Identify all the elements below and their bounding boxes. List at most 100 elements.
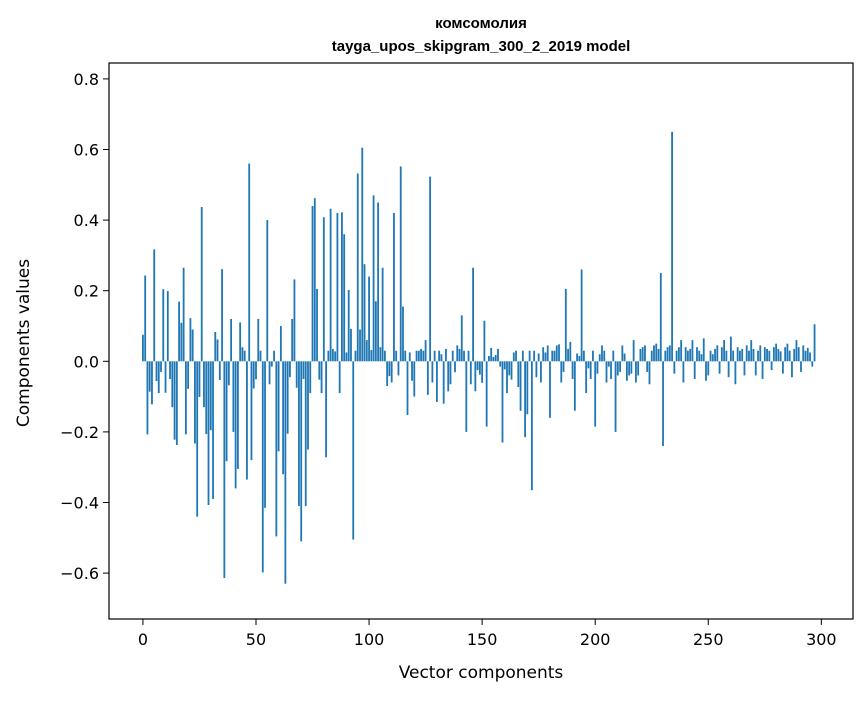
bar bbox=[779, 351, 782, 362]
bar bbox=[573, 361, 576, 411]
bar bbox=[537, 353, 540, 362]
bar bbox=[569, 341, 572, 362]
bar bbox=[476, 361, 479, 371]
bar bbox=[610, 361, 612, 379]
bar bbox=[433, 350, 436, 362]
bar bbox=[696, 347, 698, 362]
bar bbox=[216, 339, 219, 362]
bar bbox=[675, 350, 678, 362]
bar bbox=[616, 361, 619, 376]
bar bbox=[279, 326, 282, 362]
bar bbox=[632, 340, 635, 362]
bar bbox=[508, 361, 511, 376]
bar bbox=[415, 350, 418, 362]
bar bbox=[227, 361, 230, 386]
x-tick-label: 0 bbox=[138, 630, 148, 649]
bar bbox=[381, 267, 384, 362]
bar bbox=[499, 361, 502, 367]
bar bbox=[533, 350, 536, 362]
bar bbox=[589, 361, 592, 379]
bar bbox=[404, 350, 407, 362]
bar bbox=[309, 361, 312, 394]
bar bbox=[182, 267, 185, 362]
bar bbox=[343, 234, 346, 362]
bar bbox=[451, 350, 454, 362]
bar bbox=[488, 356, 490, 362]
bar bbox=[223, 361, 226, 579]
bar bbox=[580, 269, 583, 362]
bar bbox=[334, 351, 337, 362]
y-tick-label: −0.4 bbox=[60, 494, 99, 513]
bar bbox=[246, 361, 248, 480]
bar bbox=[300, 361, 303, 542]
bar bbox=[506, 361, 508, 394]
bar bbox=[234, 361, 237, 489]
bar bbox=[732, 350, 735, 362]
bar bbox=[564, 288, 567, 362]
bar bbox=[282, 361, 285, 475]
bar bbox=[809, 352, 811, 362]
bar bbox=[567, 348, 569, 362]
bar bbox=[546, 345, 549, 362]
bar bbox=[383, 350, 386, 362]
y-axis-ticks: −0.6 −0.4 −0.2 0.0 0.2 0.4 0.6 0.8 bbox=[60, 70, 109, 583]
bar bbox=[270, 361, 273, 367]
bar bbox=[521, 350, 524, 362]
bar bbox=[166, 291, 169, 362]
bar bbox=[449, 361, 452, 385]
bar bbox=[630, 361, 633, 374]
bar bbox=[350, 328, 352, 362]
bar bbox=[463, 350, 465, 362]
bar bbox=[363, 264, 366, 362]
bar bbox=[155, 361, 158, 382]
bar bbox=[535, 361, 538, 378]
bar bbox=[601, 345, 603, 362]
bar bbox=[759, 345, 762, 362]
bar bbox=[510, 361, 513, 380]
x-tick-label: 50 bbox=[246, 630, 266, 649]
bar-series bbox=[142, 131, 816, 584]
bar bbox=[472, 267, 474, 362]
bar bbox=[612, 350, 615, 362]
bar bbox=[406, 361, 409, 415]
bar bbox=[237, 361, 239, 469]
bar bbox=[766, 348, 768, 362]
bar bbox=[261, 361, 264, 573]
bar bbox=[445, 348, 447, 362]
bar bbox=[352, 361, 355, 540]
bar bbox=[501, 361, 504, 443]
bar bbox=[515, 350, 517, 362]
plot-area-frame bbox=[108, 62, 854, 620]
bar bbox=[169, 361, 171, 379]
bar bbox=[184, 361, 187, 435]
bar bbox=[542, 347, 545, 362]
bar bbox=[607, 361, 610, 367]
bar bbox=[388, 361, 391, 377]
bar bbox=[411, 361, 413, 381]
y-tick-label: −0.2 bbox=[60, 423, 99, 442]
bar bbox=[659, 273, 662, 362]
bar bbox=[793, 348, 796, 362]
y-axis-label: Components values bbox=[14, 259, 34, 427]
bar bbox=[757, 350, 759, 362]
bar bbox=[322, 217, 325, 362]
bar bbox=[784, 347, 787, 362]
bar bbox=[429, 176, 432, 362]
bar bbox=[390, 361, 393, 383]
bar bbox=[594, 361, 597, 427]
bar bbox=[361, 147, 364, 362]
bar bbox=[739, 350, 741, 362]
bar bbox=[813, 324, 816, 362]
bar bbox=[422, 350, 425, 362]
bar bbox=[562, 361, 565, 372]
bar bbox=[275, 361, 278, 537]
bar bbox=[438, 350, 441, 362]
bar bbox=[530, 361, 533, 491]
bar bbox=[365, 340, 368, 362]
bar bbox=[736, 347, 739, 362]
bar bbox=[490, 347, 493, 362]
bar bbox=[374, 301, 377, 362]
bar bbox=[648, 361, 651, 385]
bar bbox=[198, 361, 201, 397]
